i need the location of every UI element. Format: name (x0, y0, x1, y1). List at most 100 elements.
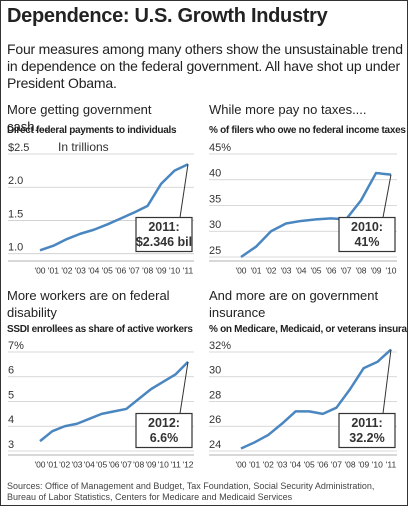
x-tick-label: '07 (121, 459, 132, 469)
line (240, 171, 392, 259)
y-tick-label: 26 (209, 414, 221, 426)
line (39, 163, 189, 252)
panel-title: SSDI enrollees as share of active worker… (7, 324, 193, 335)
panel-title: % on Medicare, Medicaid, or veterans ins… (209, 324, 408, 335)
y-tick-label: 35 (209, 193, 221, 205)
x-tick-label: '08 (345, 459, 356, 469)
panel-title: % of filers who owe no federal income ta… (209, 125, 406, 136)
x-tick-label: '10 (372, 459, 383, 469)
x-tick-label: '08 (142, 265, 153, 275)
y-tick-label: 28 (209, 389, 221, 401)
x-tick-label: '10 (158, 459, 169, 469)
x-tick-label: '11 (170, 459, 181, 469)
y-tick-label: 40 (209, 168, 221, 180)
y-tick-label: 5 (8, 389, 14, 401)
x-tick-label: '09 (358, 459, 369, 469)
annotation-leader (179, 361, 189, 414)
annotation-leader (382, 174, 392, 218)
annotation-box (135, 216, 193, 253)
x-tick-label: '03 (75, 265, 86, 275)
y-tick-label: 6 (8, 365, 14, 377)
panel-heading: While more pay no taxes.... (209, 102, 367, 117)
x-tick-label: '09 (145, 459, 156, 469)
x-tick-label: '03 (276, 459, 287, 469)
x-tick-label: '00 (34, 265, 45, 275)
x-tick-label: '11 (386, 459, 397, 469)
annotation-text: 41% (354, 235, 379, 249)
annotation-text: 32.2% (349, 431, 384, 445)
y-tick-label: 30 (209, 365, 221, 377)
y-tick-label: 7% (8, 340, 24, 352)
annotation-text: 2011: (351, 416, 382, 430)
x-tick-label: '11 (183, 265, 194, 275)
x-tick-label: '07 (129, 265, 140, 275)
y-tick-label: 32% (209, 340, 231, 352)
y-tick-label: 25 (209, 245, 221, 257)
x-tick-label: '04 (290, 459, 301, 469)
x-tick-label: '10 (169, 265, 180, 275)
x-tick-label: '12 (182, 459, 193, 469)
x-tick-label: '02 (263, 459, 274, 469)
x-tick-label: '06 (115, 265, 126, 275)
annotation-text: 2012: (148, 416, 180, 430)
panel-heading: And more are on government insurance (209, 288, 379, 320)
x-tick-label: '05 (310, 265, 321, 275)
x-tick-label: '04 (295, 265, 306, 275)
x-tick-label: '05 (96, 459, 107, 469)
intro: Four measures among many others show the… (7, 41, 403, 91)
x-tick-label: '01 (249, 459, 260, 469)
annotation-box (135, 412, 193, 449)
x-tick-label: '03 (280, 265, 291, 275)
x-tick-label: '10 (385, 265, 396, 275)
line (240, 348, 392, 450)
x-tick-label: '03 (71, 459, 82, 469)
annotation-box (338, 412, 396, 449)
x-tick-label: '06 (108, 459, 119, 469)
x-tick-label: '05 (102, 265, 113, 275)
x-tick-label: '02 (59, 459, 70, 469)
x-tick-label: '00 (235, 265, 246, 275)
annotation-text: 2010: (351, 220, 383, 234)
unit-label: In trillions (58, 140, 109, 154)
x-tick-label: '07 (340, 265, 351, 275)
panel-heading: More workers are on federal disability (7, 288, 170, 320)
panel-heading: More getting government cash.... (7, 102, 152, 134)
x-tick-label: '00 (235, 459, 246, 469)
y-tick-label: 3 (8, 439, 14, 451)
y-tick-label: 1.5 (8, 208, 23, 220)
annotation-text: 6.6% (150, 431, 179, 445)
x-tick-label: '07 (331, 459, 342, 469)
x-tick-label: '09 (156, 265, 167, 275)
y-tick-label: 1.0 (8, 242, 23, 254)
x-tick-label: '06 (325, 265, 336, 275)
y-tick-label: $2.5 (8, 142, 29, 154)
sources: Sources: Office of Management and Budget… (7, 481, 375, 502)
annotation-box (338, 216, 396, 253)
x-tick-label: '02 (61, 265, 72, 275)
x-tick-label: '01 (48, 265, 59, 275)
x-tick-label: '08 (133, 459, 144, 469)
y-tick-label: 2.0 (8, 175, 23, 187)
x-tick-label: '01 (250, 265, 261, 275)
x-tick-label: '09 (370, 265, 381, 275)
y-tick-label: 45% (209, 142, 231, 154)
annotation-text: 2011: (148, 220, 179, 234)
x-tick-label: '04 (84, 459, 95, 469)
x-tick-label: '08 (355, 265, 366, 275)
x-tick-label: '06 (317, 459, 328, 469)
x-tick-label: '02 (265, 265, 276, 275)
line (39, 361, 189, 443)
y-tick-label: 24 (209, 439, 221, 451)
x-tick-label: '04 (88, 265, 99, 275)
x-tick-label: '05 (304, 459, 315, 469)
y-tick-label: 30 (209, 219, 221, 231)
annotation-leader (179, 164, 189, 218)
y-tick-label: 4 (8, 414, 14, 426)
title: Dependence: U.S. Growth Industry (7, 5, 328, 27)
annotation-text: $2.346 bil (136, 235, 192, 249)
x-tick-label: '01 (47, 459, 58, 469)
annotation-leader (382, 349, 392, 414)
x-tick-label: '00 (34, 459, 45, 469)
